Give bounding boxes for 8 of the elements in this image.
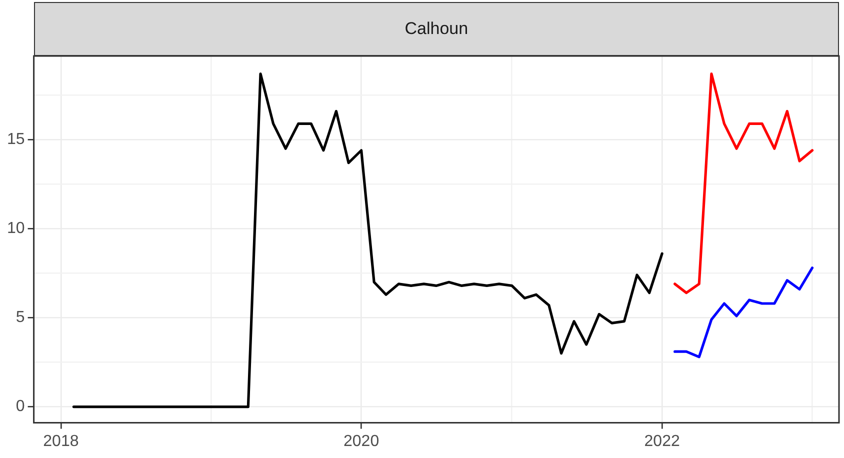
y-tick-label: 5 [16,309,25,326]
x-tick-label: 2018 [43,432,79,450]
chart-title: Calhoun [34,2,839,56]
y-tick-label: 0 [16,398,25,416]
y-tick-label: 10 [7,220,25,238]
x-tick-label: 2020 [344,432,380,450]
y-tick-label: 15 [7,131,25,148]
x-tick-label: 2022 [644,432,680,450]
